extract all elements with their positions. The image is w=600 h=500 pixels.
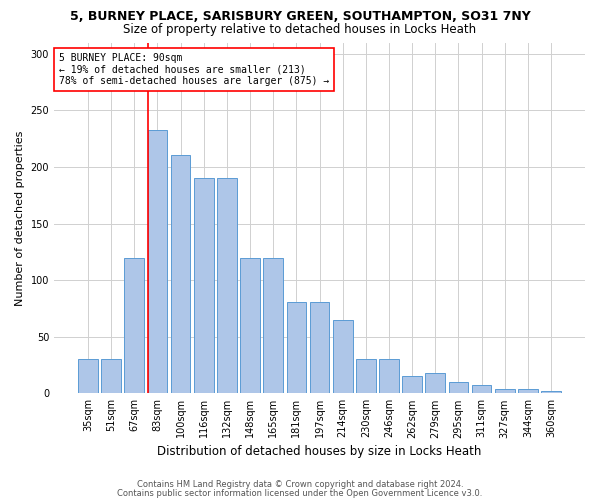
Bar xyxy=(240,258,260,394)
Bar xyxy=(495,389,515,394)
Bar xyxy=(124,258,144,394)
Bar xyxy=(472,386,491,394)
Bar xyxy=(541,391,561,394)
Bar xyxy=(425,373,445,394)
Text: Contains public sector information licensed under the Open Government Licence v3: Contains public sector information licen… xyxy=(118,490,482,498)
Bar xyxy=(379,360,399,394)
Bar xyxy=(78,360,98,394)
Bar xyxy=(518,389,538,394)
Text: Size of property relative to detached houses in Locks Heath: Size of property relative to detached ho… xyxy=(124,22,476,36)
Bar xyxy=(449,382,468,394)
Bar xyxy=(263,258,283,394)
Text: Contains HM Land Registry data © Crown copyright and database right 2024.: Contains HM Land Registry data © Crown c… xyxy=(137,480,463,489)
Text: 5, BURNEY PLACE, SARISBURY GREEN, SOUTHAMPTON, SO31 7NY: 5, BURNEY PLACE, SARISBURY GREEN, SOUTHA… xyxy=(70,10,530,23)
Bar xyxy=(287,302,306,394)
Bar xyxy=(356,360,376,394)
Bar xyxy=(310,302,329,394)
Y-axis label: Number of detached properties: Number of detached properties xyxy=(15,130,25,306)
Bar xyxy=(194,178,214,394)
Bar xyxy=(171,154,190,394)
X-axis label: Distribution of detached houses by size in Locks Heath: Distribution of detached houses by size … xyxy=(157,444,482,458)
Bar xyxy=(148,130,167,394)
Bar xyxy=(101,360,121,394)
Bar xyxy=(333,320,353,394)
Bar xyxy=(402,376,422,394)
Bar xyxy=(217,178,237,394)
Text: 5 BURNEY PLACE: 90sqm
← 19% of detached houses are smaller (213)
78% of semi-det: 5 BURNEY PLACE: 90sqm ← 19% of detached … xyxy=(59,53,329,86)
